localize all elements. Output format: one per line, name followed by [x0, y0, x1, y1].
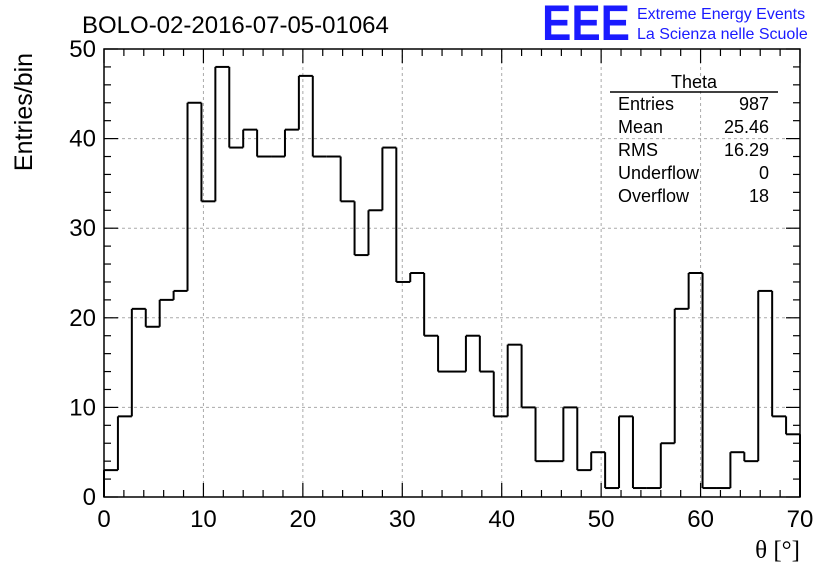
stats-box: Theta Entries 987 Mean 25.46 RMS 16.29 Underfl… — [610, 72, 778, 206]
stats-row-value: 987 — [739, 94, 769, 114]
x-tick-label: 50 — [588, 506, 615, 533]
stats-row-label: Mean — [618, 117, 663, 137]
plot-border — [103, 48, 801, 498]
plot-frame — [103, 48, 801, 498]
stats-row-value: 0 — [759, 163, 769, 183]
stats-row-value: 25.46 — [724, 117, 769, 137]
stats-row-value: 18 — [749, 186, 769, 206]
y-tick-label: 0 — [83, 484, 96, 511]
x-tick-label: 60 — [687, 506, 714, 533]
y-tick-label: 50 — [69, 36, 96, 63]
x-tick-label: 10 — [190, 506, 217, 533]
axis-ticks — [103, 48, 801, 498]
y-tick-label: 30 — [69, 215, 96, 242]
eee-logo-letters: EEE — [542, 0, 630, 51]
stats-rows: Entries 987 Mean 25.46 RMS 16.29 Underflow 0 Ove… — [618, 94, 769, 206]
x-tick-label: 40 — [488, 506, 515, 533]
eee-logo-line1: Extreme Energy Events — [637, 6, 805, 23]
stats-row-value: 16.29 — [724, 140, 769, 160]
x-tick-label: 30 — [389, 506, 416, 533]
y-tick-label: 40 — [69, 126, 96, 153]
x-tick-label: 20 — [290, 506, 317, 533]
stats-row-label: RMS — [618, 140, 658, 160]
eee-logo: EEE Extreme Energy Events La Scienza nel… — [542, 0, 808, 51]
stats-row-label: Overflow — [618, 186, 690, 206]
stats-row-label: Underflow — [618, 163, 700, 183]
x-tick-label: 0 — [97, 506, 110, 533]
stats-title: Theta — [671, 72, 718, 92]
eee-logo-line2: La Scienza nelle Scuole — [637, 26, 808, 43]
tick-labels: 0 10 20 30 40 50 60 70 0 10 20 30 40 50 — [69, 36, 813, 533]
x-axis-label: θ [°] — [755, 537, 800, 564]
chart-title: BOLO-02-2016-07-05-01064 — [82, 12, 389, 39]
y-axis-label: Entries/bin — [10, 53, 38, 171]
stats-row-label: Entries — [618, 94, 674, 114]
histogram-bars — [103, 65, 801, 497]
y-tick-label: 20 — [69, 305, 96, 332]
y-tick-label: 10 — [69, 394, 96, 421]
x-tick-label: 70 — [787, 506, 814, 533]
